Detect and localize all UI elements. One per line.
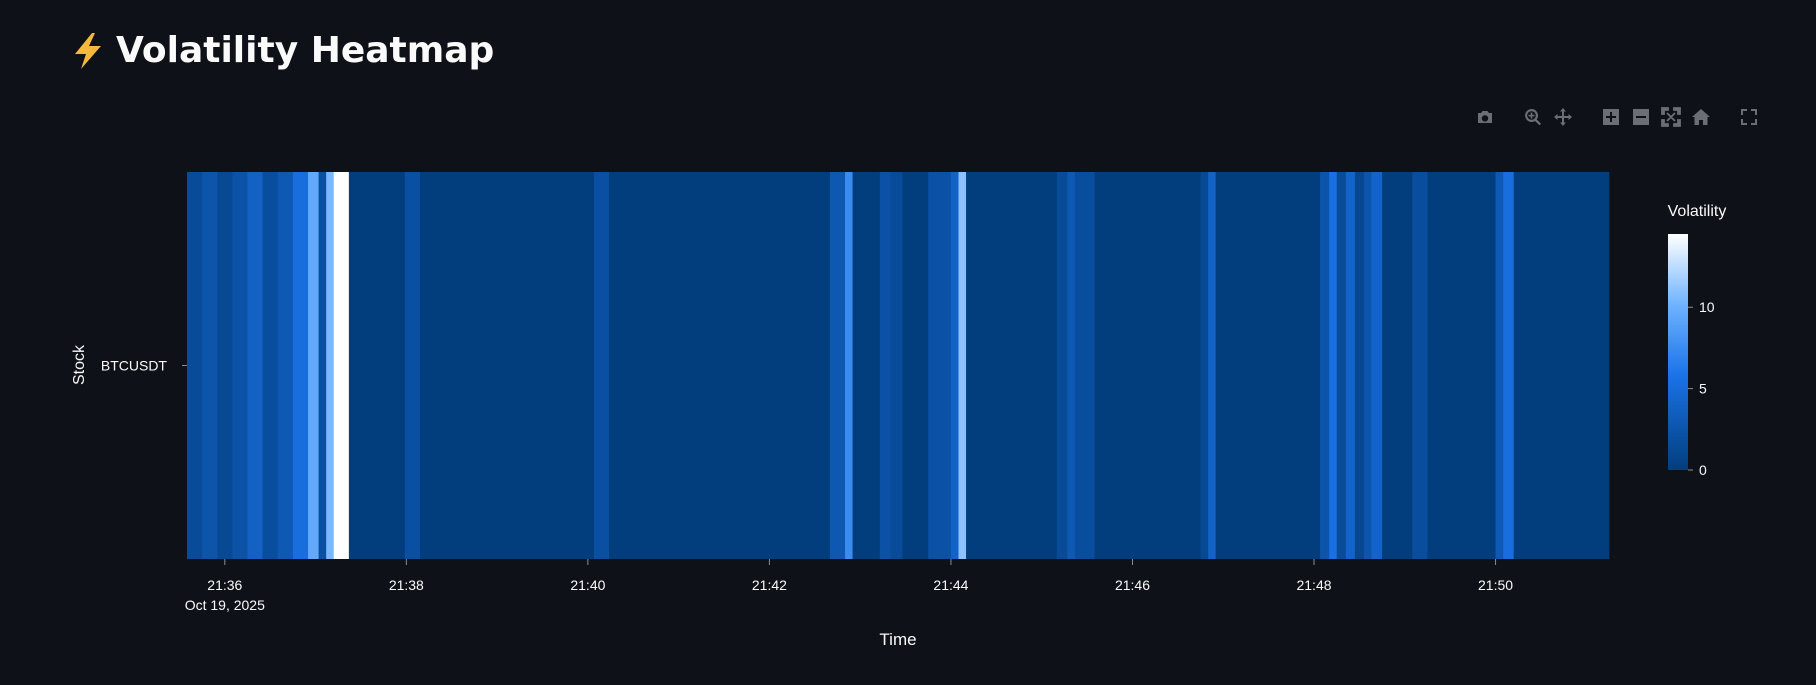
colorbar-title: Volatility xyxy=(1668,203,1727,220)
heatmap-cell[interactable] xyxy=(1208,172,1216,559)
camera-button[interactable] xyxy=(1474,106,1496,128)
heatmap-cell[interactable] xyxy=(1412,172,1428,559)
heatmap-cell[interactable] xyxy=(1345,172,1356,559)
x-tick-label: 21:36 xyxy=(207,577,242,593)
heatmap-cell[interactable] xyxy=(1329,172,1338,559)
autoscale-button[interactable] xyxy=(1660,106,1682,128)
x-tick-date-label: Oct 19, 2025 xyxy=(185,597,265,613)
zoom-button[interactable] xyxy=(1522,106,1544,128)
heatmap-cell[interactable] xyxy=(1320,172,1330,559)
zoom-out-button[interactable] xyxy=(1630,106,1652,128)
heatmap-cell[interactable] xyxy=(1513,172,1610,559)
heatmap-cell[interactable] xyxy=(890,172,903,559)
lightning-bolt-icon xyxy=(75,32,101,69)
heatmap-cell[interactable] xyxy=(1074,172,1095,559)
zoom-out-icon xyxy=(1633,109,1649,125)
page-title: Volatility Heatmap xyxy=(70,30,494,71)
heatmap-cell[interactable] xyxy=(419,172,595,559)
heatmap-cell[interactable] xyxy=(262,172,279,559)
heatmap-cell[interactable] xyxy=(326,172,335,559)
heatmap-cell[interactable] xyxy=(1056,172,1068,559)
colorbar-tick-label: 5 xyxy=(1699,381,1707,397)
x-tick-label: 21:50 xyxy=(1478,577,1513,593)
heatmap-cell[interactable] xyxy=(845,172,853,559)
heatmap-cell[interactable] xyxy=(404,172,421,559)
heatmap-cell[interactable] xyxy=(1215,172,1321,559)
x-tick-label: 21:40 xyxy=(570,577,605,593)
x-tick-label: 21:46 xyxy=(1115,577,1150,593)
heatmap-cell[interactable] xyxy=(1382,172,1413,559)
heatmap-cell[interactable] xyxy=(950,172,959,559)
heatmap-cell[interactable] xyxy=(829,172,846,559)
heatmap-cell[interactable] xyxy=(1503,172,1514,559)
pan-icon xyxy=(1554,108,1572,126)
heatmap-cell[interactable] xyxy=(966,172,1058,559)
y-axis: BTCUSDT xyxy=(101,358,187,374)
colorbar-tick-label: 0 xyxy=(1699,462,1707,478)
heatmap-cell[interactable] xyxy=(232,172,248,559)
camera-icon xyxy=(1478,111,1492,123)
heatmap-cell[interactable] xyxy=(292,172,309,559)
heatmap-cell[interactable] xyxy=(1336,172,1347,559)
autoscale-icon xyxy=(1661,107,1681,127)
x-tick-label: 21:48 xyxy=(1296,577,1331,593)
heatmap-cell[interactable] xyxy=(1495,172,1504,559)
heatmap-cell[interactable] xyxy=(217,172,233,559)
heatmap-cell[interactable] xyxy=(1427,172,1496,559)
page-title-text: Volatility Heatmap xyxy=(116,30,495,71)
heatmap-cell[interactable] xyxy=(348,172,406,559)
reset-axes-button[interactable] xyxy=(1690,106,1712,128)
pan-button[interactable] xyxy=(1552,106,1574,128)
home-icon xyxy=(1692,109,1710,125)
heatmap-cell[interactable] xyxy=(928,172,952,559)
heatmap-cell[interactable] xyxy=(277,172,294,559)
heatmap-cell[interactable] xyxy=(593,172,610,559)
x-tick-label: 21:44 xyxy=(933,577,968,593)
heatmap-cell[interactable] xyxy=(318,172,327,559)
heatmap-cell[interactable] xyxy=(202,172,218,559)
heatmap-cell[interactable] xyxy=(609,172,831,559)
heatmap-cell[interactable] xyxy=(852,172,881,559)
heatmap-cell[interactable] xyxy=(187,172,203,559)
heatmap-cells[interactable] xyxy=(187,172,1610,559)
colorbar: Volatility 0 5 10 xyxy=(1668,203,1727,478)
heatmap-cell[interactable] xyxy=(1200,172,1209,559)
heatmap-cell[interactable] xyxy=(1094,172,1201,559)
heatmap-cell[interactable] xyxy=(902,172,929,559)
zoom-in-icon xyxy=(1603,109,1619,125)
heatmap-cell[interactable] xyxy=(308,172,319,559)
heatmap-cell[interactable] xyxy=(333,172,350,559)
y-tick-label: BTCUSDT xyxy=(101,358,168,374)
chart-modebar xyxy=(1474,106,1760,128)
fullscreen-icon xyxy=(1741,109,1757,125)
heatmap-cell[interactable] xyxy=(958,172,967,559)
heatmap-cell[interactable] xyxy=(1371,172,1383,559)
zoom-icon xyxy=(1525,109,1541,126)
x-tick-label: 21:42 xyxy=(752,577,787,593)
heatmap-cell[interactable] xyxy=(1363,172,1372,559)
heatmap-cell[interactable] xyxy=(247,172,263,559)
colorbar-tick-label: 10 xyxy=(1699,299,1715,315)
y-axis-title: Stock xyxy=(71,344,88,385)
fullscreen-button[interactable] xyxy=(1738,106,1760,128)
x-axis-title: Time xyxy=(879,630,916,649)
heatmap-cell[interactable] xyxy=(879,172,891,559)
x-tick-label: 21:38 xyxy=(389,577,424,593)
colorbar-gradient xyxy=(1668,234,1688,470)
heatmap-cell[interactable] xyxy=(1354,172,1365,559)
heatmap-cell[interactable] xyxy=(1067,172,1076,559)
zoom-in-button[interactable] xyxy=(1600,106,1622,128)
x-axis: 21:36 Oct 19, 2025 21:38 21:40 21:42 21:44 21:… xyxy=(185,559,1513,613)
